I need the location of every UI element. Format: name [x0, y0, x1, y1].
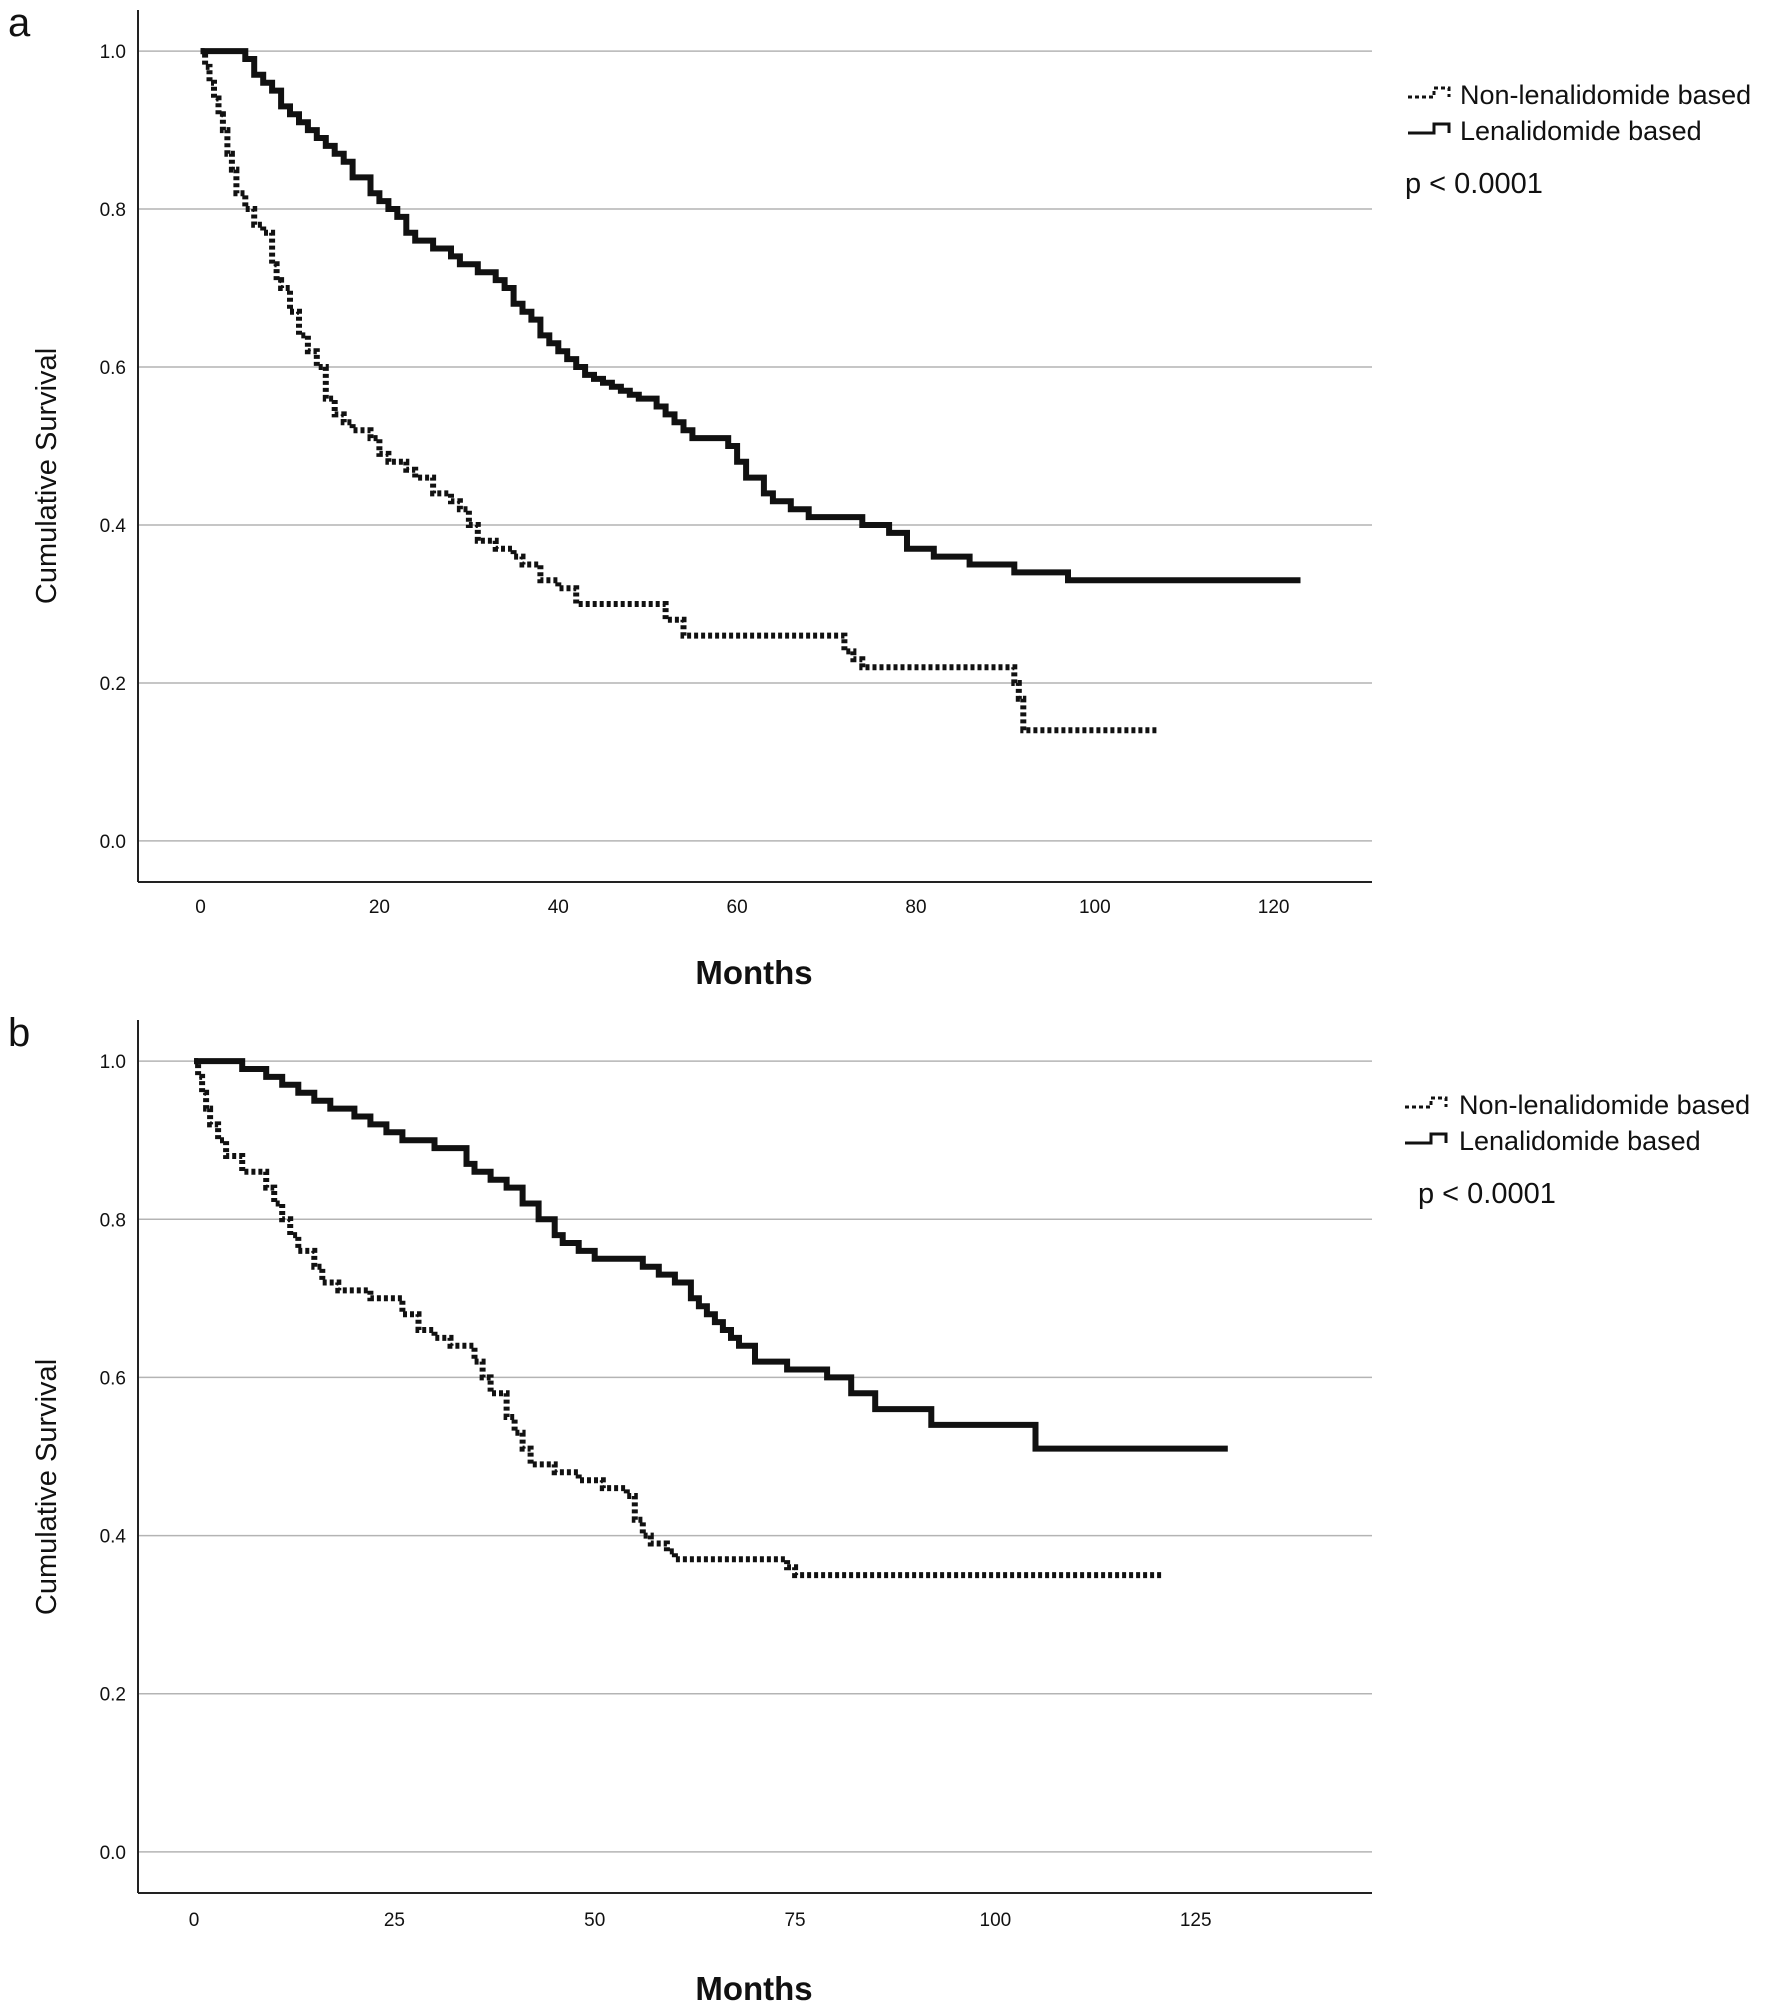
- x-tick-label: 125: [1180, 1910, 1212, 1931]
- panel-a: a 0 20 40 60 80 100 120 0.0 0.2 0.4 0.6 0.8 1.0 Mon…: [8, 1, 1751, 991]
- p-value-annotation: p < 0.0001: [1418, 1178, 1556, 1210]
- y-tick-label: 0.2: [100, 1685, 126, 1706]
- x-tick-label: 25: [384, 1910, 405, 1931]
- y-tick-label: 0.4: [100, 516, 127, 537]
- x-tick-label: 100: [980, 1910, 1012, 1931]
- panel-b-grid: [138, 1060, 1372, 1853]
- panel-b-axes: [137, 1020, 1372, 1894]
- y-tick-label: 0.4: [100, 1527, 127, 1548]
- panel-b-legend: Non-lenalidomide based Lenalidomide base…: [1405, 1090, 1750, 1210]
- x-tick-label: 40: [548, 897, 569, 918]
- panel-a-axes: [137, 10, 1372, 883]
- legend-label-lenalidomide: Lenalidomide based: [1459, 1126, 1701, 1156]
- y-tick-label: 0.0: [100, 832, 126, 853]
- panel-b-series: [194, 1058, 1228, 1579]
- legend-dotted-swatch: [1405, 1096, 1448, 1109]
- legend-dotted-swatch: [1408, 86, 1451, 99]
- y-tick-label: 1.0: [100, 42, 126, 63]
- panel-b: b 0 25 50 75 100 125 0.0 0.2 0.4 0.6 0.8 1.0 Month…: [8, 1011, 1750, 2003]
- y-tick-label: 0.8: [100, 1210, 126, 1231]
- legend-label-lenalidomide: Lenalidomide based: [1460, 116, 1702, 146]
- y-tick-label: 0.2: [100, 674, 126, 695]
- panel-label-b: b: [8, 1011, 30, 1055]
- x-tick-label: 0: [189, 1910, 200, 1931]
- x-tick-label: 80: [905, 897, 926, 918]
- panel-b-y-ticks: 0.0 0.2 0.4 0.6 0.8 1.0: [100, 1052, 127, 1864]
- legend-solid-swatch: [1405, 1132, 1448, 1145]
- panel-a-x-axis-label: Months: [695, 954, 812, 991]
- x-tick-label: 20: [369, 897, 390, 918]
- series-lenalidomide-line: [194, 1058, 1228, 1452]
- legend-label-non-lenalidomide: Non-lenalidomide based: [1460, 80, 1751, 110]
- panel-a-legend: Non-lenalidomide based Lenalidomide base…: [1405, 80, 1751, 200]
- y-tick-label: 0.8: [100, 200, 126, 221]
- x-tick-label: 100: [1079, 897, 1111, 918]
- p-value-annotation: p < 0.0001: [1405, 168, 1543, 200]
- x-tick-label: 60: [727, 897, 748, 918]
- panel-a-grid: [138, 50, 1372, 842]
- y-tick-label: 1.0: [100, 1052, 126, 1073]
- y-tick-label: 0.6: [100, 358, 126, 379]
- y-tick-label: 0.0: [100, 1843, 126, 1864]
- panel-b-x-axis-label: Months: [695, 1970, 812, 2003]
- panel-a-y-axis-label: Cumulative Survival: [31, 348, 63, 604]
- panel-a-y-ticks: 0.0 0.2 0.4 0.6 0.8 1.0: [100, 42, 127, 853]
- panel-a-x-ticks: 0 20 40 60 80 100 120: [195, 897, 1289, 918]
- y-tick-label: 0.6: [100, 1368, 126, 1389]
- legend-label-non-lenalidomide: Non-lenalidomide based: [1459, 1090, 1750, 1120]
- panel-a-series: [200, 48, 1301, 734]
- panel-b-x-ticks: 0 25 50 75 100 125: [189, 1910, 1212, 1931]
- x-tick-label: 120: [1258, 897, 1290, 918]
- series-non-lenalidomide-line: [200, 48, 1158, 734]
- legend-solid-swatch: [1408, 122, 1451, 135]
- x-tick-label: 50: [584, 1910, 605, 1931]
- series-non-lenalidomide-line: [194, 1058, 1164, 1579]
- x-tick-label: 75: [784, 1910, 805, 1931]
- panel-label-a: a: [8, 1, 31, 45]
- series-lenalidomide-line: [200, 48, 1301, 584]
- panel-b-y-axis-label: Cumulative Survival: [31, 1359, 63, 1615]
- x-tick-label: 0: [195, 897, 206, 918]
